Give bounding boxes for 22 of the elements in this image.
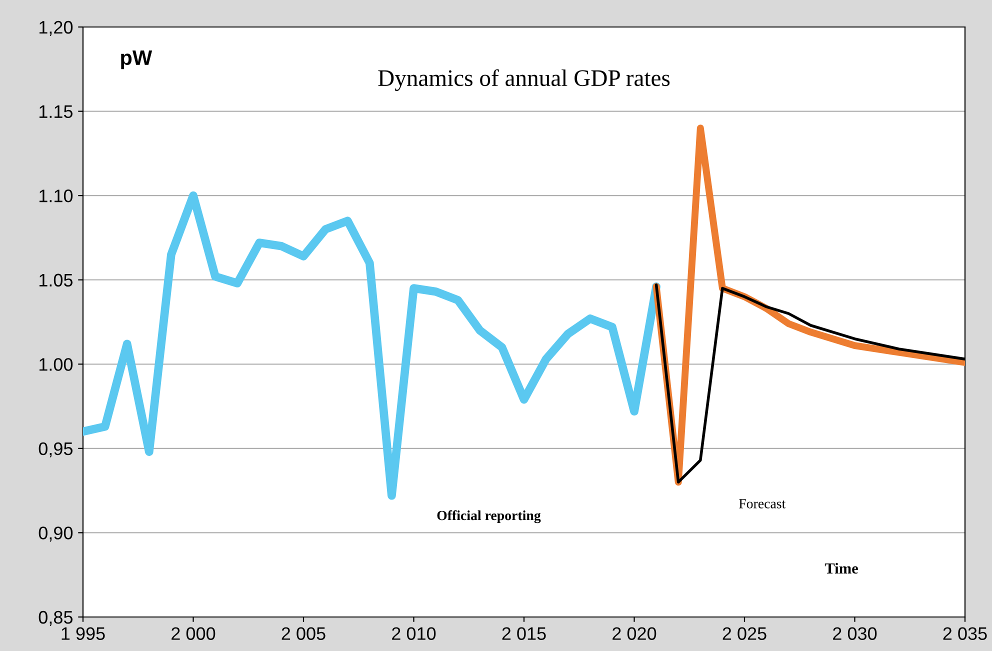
y-tick-label: 1.05 xyxy=(40,274,73,287)
y-tick-label: 0,95 xyxy=(38,442,73,458)
text: Dynamics of annual GDP rates xyxy=(378,69,670,91)
annotation: Time xyxy=(824,562,858,574)
x-tick-label: 2 010 xyxy=(392,627,436,640)
y-tick-label: 1,20 xyxy=(40,20,73,36)
annotation: pW xyxy=(121,50,152,70)
x-tick-label: 2 025 xyxy=(722,627,766,640)
annotation: Official reporting xyxy=(437,510,541,524)
y-tick-label: 1.00 xyxy=(40,358,73,371)
x-tick-label: 2 005 xyxy=(282,627,326,640)
y-tick-label: 1.15 xyxy=(40,105,73,118)
x-tick-label: 2 000 xyxy=(172,627,216,640)
x-tick-label: 2 030 xyxy=(833,627,877,640)
y-tick-label: 0,90 xyxy=(38,526,73,542)
x-tick-label: 2 035 xyxy=(943,627,987,640)
x-tick-label: 1 995 xyxy=(62,627,105,640)
y-tick-label: 1.10 xyxy=(40,190,73,202)
annotation: Forecast xyxy=(739,499,786,508)
x-tick-label: 2 020 xyxy=(612,627,656,640)
y-tick-label: 0,85 xyxy=(38,610,73,626)
x-tick-label: 2 015 xyxy=(502,627,546,640)
